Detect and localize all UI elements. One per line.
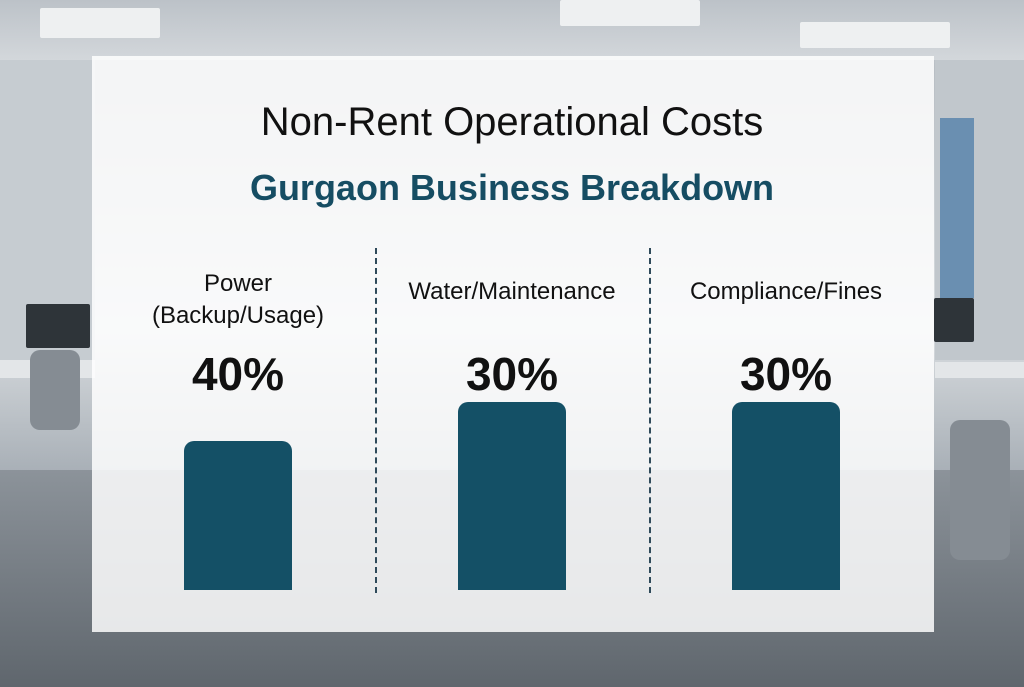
category-label-line: Compliance/Fines (689, 278, 883, 305)
chart-subtitle: Gurgaon Business Breakdown (249, 167, 775, 208)
value-label: 30% (739, 348, 833, 400)
bar (732, 402, 840, 590)
bar (184, 441, 292, 590)
category-label: Power (Backup/Usage) (103, 268, 373, 332)
category-label: Compliance/Fines (651, 276, 921, 308)
category-label-line: Water/Maintenance (408, 278, 616, 305)
bar (458, 402, 566, 590)
category-label-line: (Backup/Usage) (151, 302, 325, 329)
column-divider-1 (375, 248, 377, 593)
chart-title: Non-Rent Operational Costs (260, 100, 764, 144)
category-label-line: Power (203, 270, 273, 297)
column-divider-2 (649, 248, 651, 593)
value-label: 30% (465, 348, 559, 400)
category-label: Water/Maintenance (377, 276, 647, 308)
value-label: 40% (191, 348, 285, 400)
